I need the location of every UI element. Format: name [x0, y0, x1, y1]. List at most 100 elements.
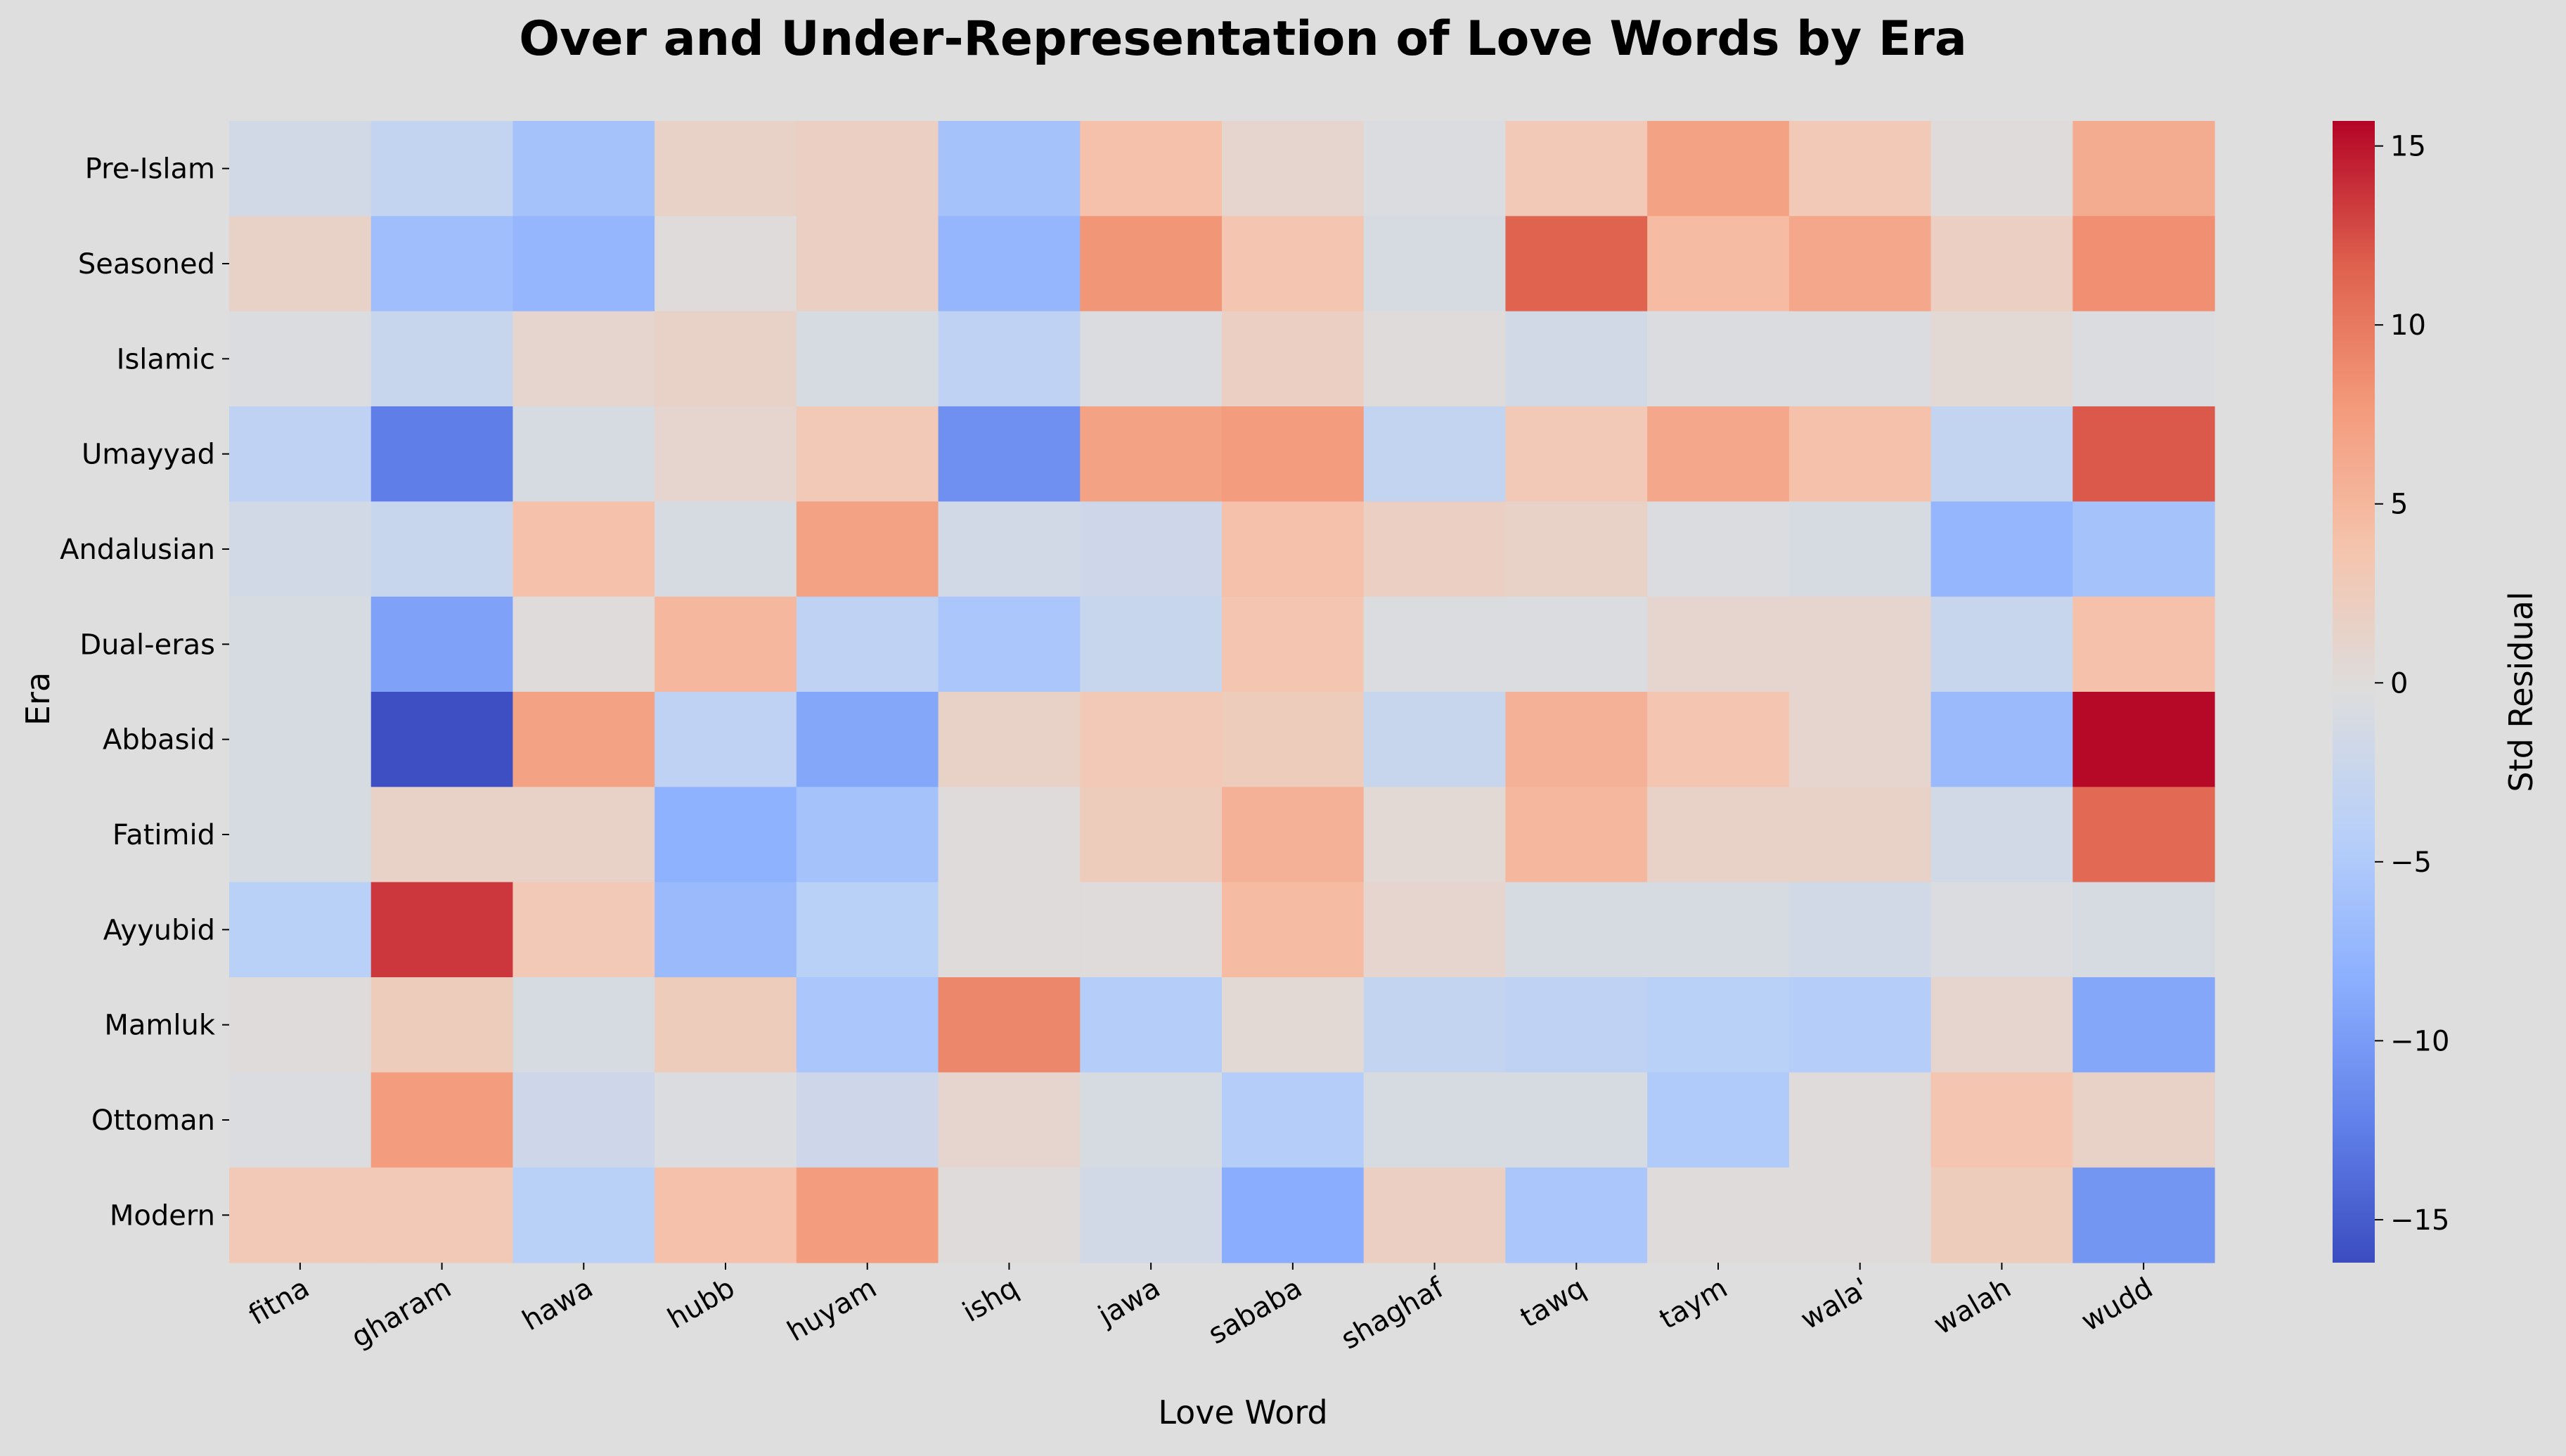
heatmap-cell — [655, 787, 797, 883]
heatmap-cell — [1222, 977, 1365, 1073]
heatmap-cell — [938, 787, 1081, 883]
heatmap-cell — [370, 1167, 514, 1263]
y-tick-label: Ottoman — [91, 1104, 215, 1137]
heatmap-cell — [796, 406, 939, 502]
heatmap-cell — [938, 692, 1081, 787]
heatmap-cell — [1647, 596, 1790, 692]
heatmap-cell — [370, 692, 514, 787]
heatmap-cell — [512, 596, 655, 692]
heatmap-cell — [512, 121, 655, 217]
x-tick-label: hubb — [662, 1272, 740, 1336]
heatmap-cell — [512, 1167, 655, 1263]
x-tick-label: huyam — [782, 1272, 882, 1348]
heatmap-cell — [796, 1167, 939, 1263]
heatmap-cell — [229, 216, 372, 312]
heatmap-cell — [512, 787, 655, 883]
heatmap-cell — [1788, 596, 1932, 692]
heatmap-cell — [1788, 501, 1932, 598]
x-tick-label: jawa — [1092, 1272, 1166, 1333]
heatmap-cell — [1222, 311, 1365, 407]
chart-title: Over and Under-Representation of Love Wo… — [519, 11, 1966, 67]
heatmap-cells — [229, 121, 2215, 1263]
heatmap-cell — [1080, 501, 1223, 598]
heatmap-cell — [1222, 501, 1365, 598]
heatmap-cell — [1788, 692, 1932, 787]
y-axis-label: Era — [19, 672, 57, 726]
heatmap-cell — [2072, 977, 2215, 1073]
heatmap-cell — [229, 1072, 372, 1168]
heatmap-cell — [1080, 121, 1223, 217]
heatmap-cell — [796, 311, 939, 407]
heatmap-cell — [1930, 787, 2073, 883]
heatmap-cell — [2072, 216, 2215, 312]
heatmap-cell — [1080, 311, 1223, 407]
heatmap-cell — [1788, 1167, 1932, 1263]
colorbar-tick-label: 5 — [2390, 489, 2408, 521]
heatmap-cell — [229, 406, 372, 502]
heatmap-cell — [229, 501, 372, 598]
x-tick-label: ishq — [958, 1272, 1024, 1329]
heatmap-cell — [1363, 406, 1507, 502]
heatmap-cell — [655, 216, 797, 312]
heatmap-cell — [1080, 977, 1223, 1073]
heatmap-cell — [1647, 787, 1790, 883]
heatmap-cell — [2072, 501, 2215, 598]
heatmap-cell — [938, 501, 1081, 598]
heatmap-cell — [1080, 692, 1223, 787]
heatmap-cell — [655, 406, 797, 502]
heatmap-cell — [1647, 1072, 1790, 1168]
colorbar-ticks: 15 10 5 0 −5 −10 −15 — [2375, 131, 2449, 1237]
heatmap-cell — [938, 311, 1081, 407]
heatmap-cell — [1788, 216, 1932, 312]
heatmap-cell — [1222, 692, 1365, 787]
heatmap-cell — [938, 216, 1081, 312]
heatmap-cell — [796, 216, 939, 312]
heatmap-cell — [1930, 311, 2073, 407]
heatmap-cell — [1647, 406, 1790, 502]
x-tick-label: wala' — [1795, 1272, 1875, 1336]
heatmap-cell — [938, 596, 1081, 692]
heatmap-cell — [512, 406, 655, 502]
heatmap-cell — [1363, 1072, 1507, 1168]
heatmap-cell — [1647, 977, 1790, 1073]
heatmap-cell — [1505, 1072, 1648, 1168]
heatmap-cell — [655, 596, 797, 692]
heatmap-cell — [1788, 121, 1932, 217]
heatmap-cell — [1505, 311, 1648, 407]
y-tick-label: Fatimid — [112, 819, 215, 851]
x-axis-ticks: fitna gharam hawa hubb huyam ishq jawa sababa sh… — [243, 1263, 2158, 1356]
heatmap-cell — [229, 882, 372, 978]
colorbar-tick-label: −10 — [2390, 1025, 2449, 1057]
x-tick-label: shaghaf — [1336, 1271, 1450, 1355]
heatmap-cell — [229, 977, 372, 1073]
heatmap-cell — [1222, 1167, 1365, 1263]
heatmap-cell — [370, 1072, 514, 1168]
heatmap-cell — [1363, 121, 1507, 217]
heatmap-cell — [1647, 216, 1790, 312]
heatmap-cell — [655, 1072, 797, 1168]
heatmap-cell — [2072, 121, 2215, 217]
heatmap-cell — [1505, 216, 1648, 312]
heatmap-cell — [512, 977, 655, 1073]
heatmap-cell — [796, 977, 939, 1073]
heatmap-cell — [1222, 121, 1365, 217]
heatmap-cell — [370, 216, 514, 312]
heatmap-cell — [1788, 882, 1932, 978]
heatmap-cell — [2072, 1167, 2215, 1263]
heatmap-cell — [512, 501, 655, 598]
heatmap-cell — [1647, 501, 1790, 598]
x-tick-label: sababa — [1203, 1272, 1308, 1351]
heatmap-cell — [1363, 311, 1507, 407]
x-tick-label: taym — [1654, 1272, 1733, 1336]
heatmap-cell — [229, 311, 372, 407]
y-tick-label: Modern — [110, 1199, 215, 1232]
heatmap-cell — [1363, 596, 1507, 692]
heatmap-cell — [1930, 406, 2073, 502]
heatmap-cell — [370, 787, 514, 883]
heatmap-cell — [229, 596, 372, 692]
x-axis-label: Love Word — [1158, 1393, 1327, 1431]
heatmap-cell — [1363, 1167, 1507, 1263]
heatmap-cell — [1930, 692, 2073, 787]
heatmap-cell — [1363, 501, 1507, 598]
heatmap-cell — [1363, 977, 1507, 1073]
